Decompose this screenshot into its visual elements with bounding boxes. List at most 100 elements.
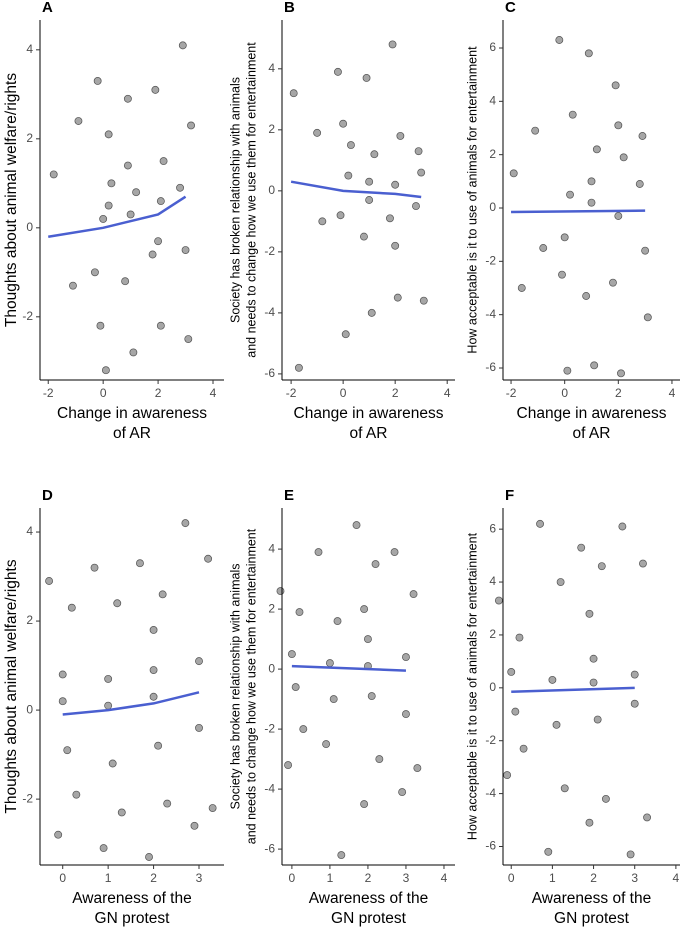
point xyxy=(589,678,598,687)
x-tick-label: 4 xyxy=(210,386,217,400)
y-axis-title: How acceptable is it to use of animals f… xyxy=(465,46,479,354)
y-tick-label: -6 xyxy=(264,366,275,380)
x-axis-title: Awareness of the xyxy=(309,890,428,907)
point xyxy=(352,521,361,530)
point xyxy=(90,268,99,277)
point xyxy=(587,177,596,186)
y-tick-label: -2 xyxy=(264,721,275,735)
panel-label: D xyxy=(42,487,53,504)
point xyxy=(158,590,167,599)
x-tick-label: 0 xyxy=(59,871,66,885)
point xyxy=(360,800,369,809)
point xyxy=(552,720,561,729)
y-axis-title: Society has broken relationship with ani… xyxy=(228,564,242,810)
point xyxy=(54,830,63,839)
y-tick-label: -2 xyxy=(22,791,33,805)
point xyxy=(593,715,602,724)
point xyxy=(511,707,520,716)
point xyxy=(318,217,327,226)
point xyxy=(287,650,296,659)
y-tick-label: 2 xyxy=(489,627,496,641)
point xyxy=(101,366,110,375)
point xyxy=(195,657,203,666)
point xyxy=(639,559,647,568)
point xyxy=(156,321,165,330)
point xyxy=(117,808,126,817)
point xyxy=(178,41,187,50)
x-axis-title: Change in awareness xyxy=(517,405,667,422)
x-tick-label: 4 xyxy=(441,871,448,885)
y-axis-title: and needs to change how we use them for … xyxy=(244,42,258,358)
point xyxy=(129,348,138,357)
point xyxy=(517,284,526,292)
point xyxy=(126,210,135,219)
trend-line xyxy=(291,664,407,672)
point xyxy=(154,237,163,246)
x-tick-label: 3 xyxy=(196,871,203,885)
point xyxy=(566,190,574,199)
point xyxy=(494,596,503,605)
y-tick-label: 4 xyxy=(26,524,33,538)
point xyxy=(635,180,644,188)
trend-line xyxy=(511,686,635,694)
point xyxy=(104,674,113,683)
y-tick-label: -4 xyxy=(264,781,275,795)
x-axis-title: Awareness of the xyxy=(72,890,191,907)
point xyxy=(333,617,342,626)
point xyxy=(132,188,141,197)
point xyxy=(123,94,132,103)
y-tick-label: -2 xyxy=(22,309,33,323)
point xyxy=(96,321,105,330)
point xyxy=(582,292,591,300)
x-tick-label: 3 xyxy=(631,871,638,885)
point xyxy=(367,308,376,317)
y-tick-label: -4 xyxy=(485,786,496,800)
trend-line xyxy=(62,691,200,716)
point xyxy=(417,168,426,177)
point xyxy=(176,183,185,192)
x-tick-label: 0 xyxy=(100,386,107,400)
point xyxy=(190,821,199,830)
point xyxy=(69,281,77,290)
x-tick-label: 2 xyxy=(590,871,597,885)
point xyxy=(519,744,528,753)
point xyxy=(113,599,122,608)
point xyxy=(360,605,369,614)
y-tick-label: 6 xyxy=(489,521,496,535)
y-tick-label: -4 xyxy=(485,307,496,321)
y-axis-title: and needs to change how we use them for … xyxy=(244,528,258,844)
point xyxy=(359,232,368,241)
point xyxy=(626,850,635,859)
x-tick-label: 4 xyxy=(673,871,680,885)
point xyxy=(148,250,157,259)
y-tick-label: 4 xyxy=(26,42,33,56)
point xyxy=(630,670,639,679)
x-tick-label: 0 xyxy=(289,871,296,885)
point xyxy=(507,668,516,676)
point xyxy=(322,740,331,749)
point xyxy=(58,697,67,706)
x-axis-title: GN protest xyxy=(554,910,630,927)
point xyxy=(163,799,172,808)
point xyxy=(295,608,304,617)
y-tick-label: 0 xyxy=(489,200,496,214)
x-tick-label: 1 xyxy=(549,871,556,885)
point xyxy=(617,369,625,378)
point xyxy=(346,141,355,150)
point xyxy=(409,590,418,599)
point xyxy=(291,683,300,692)
point xyxy=(548,675,557,684)
y-tick-label: 4 xyxy=(489,574,496,588)
point xyxy=(609,278,617,287)
x-axis-title: of AR xyxy=(573,425,611,442)
point xyxy=(641,246,650,255)
y-tick-label: -6 xyxy=(264,841,275,855)
y-tick-label: 0 xyxy=(268,661,275,675)
x-axis-title: Change in awareness xyxy=(57,405,207,422)
point xyxy=(614,121,623,130)
y-axis-title: Thoughts about animal welfare/rights xyxy=(3,559,20,813)
point xyxy=(618,522,627,531)
point xyxy=(181,246,190,255)
point xyxy=(365,177,374,186)
y-tick-label: 2 xyxy=(26,613,33,627)
